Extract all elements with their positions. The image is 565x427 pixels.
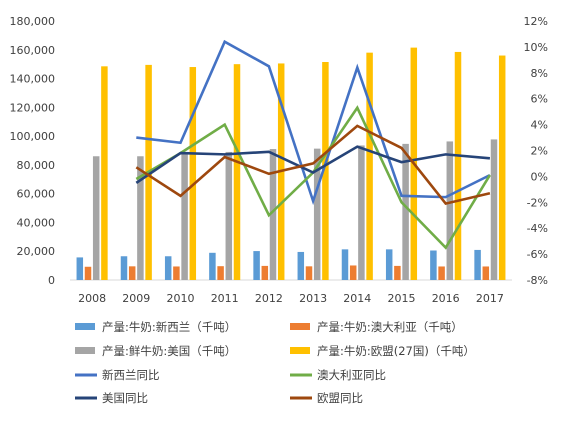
x-tick-label: 2016	[432, 292, 460, 305]
y-left-tick-label: 60,000	[17, 188, 56, 201]
x-tick-label: 2013	[299, 292, 327, 305]
x-tick-label: 2017	[476, 292, 504, 305]
y-left-tick-label: 160,000	[10, 44, 56, 57]
y-left-tick-label: 80,000	[17, 159, 56, 172]
legend-swatch	[290, 323, 310, 330]
y-right-tick-label: 10%	[524, 41, 548, 54]
y-left-tick-label: 20,000	[17, 245, 56, 258]
bar	[305, 266, 313, 280]
series-line	[136, 39, 491, 206]
line-series-group	[135, 39, 492, 250]
y-left-tick-label: 140,000	[10, 73, 56, 86]
y-right-tick-label: -4%	[527, 222, 548, 235]
legend-label: 美国同比	[102, 391, 148, 405]
bar	[101, 66, 108, 280]
bar	[217, 266, 224, 280]
bar	[76, 257, 84, 280]
series-line	[135, 105, 492, 250]
x-tick-label: 2008	[78, 292, 106, 305]
y-left-tick-label: 100,000	[10, 130, 56, 143]
bar	[269, 149, 277, 280]
bar	[402, 143, 409, 280]
bar	[261, 265, 269, 280]
y-right-tick-label: 0%	[531, 170, 548, 183]
legend-label: 产量:牛奶:澳大利亚（千吨）	[317, 320, 463, 334]
x-tick-label: 2014	[343, 292, 371, 305]
bar	[128, 266, 136, 280]
y-left-tick-label: 40,000	[17, 216, 56, 229]
legend-label: 产量:牛奶:欧盟(27国)（千吨）	[317, 344, 475, 358]
legend-swatch	[75, 323, 95, 330]
bar	[233, 64, 241, 281]
x-tick-label: 2011	[211, 292, 239, 305]
axes: 0 20,000 40,000 60,000 80,000 100,000 120,000 1…	[10, 15, 549, 305]
bar	[181, 154, 188, 280]
bar	[313, 148, 321, 280]
legend-swatch	[290, 347, 310, 354]
legend: 产量:牛奶:新西兰（千吨） 产量:牛奶:澳大利亚（千吨） 产量:鲜牛奶:美国（千吨）…	[75, 320, 475, 405]
bar	[438, 266, 445, 280]
series-line	[135, 145, 491, 184]
legend-label: 产量:鲜牛奶:美国（千吨）	[102, 344, 236, 358]
bar	[394, 265, 401, 280]
bar	[322, 62, 329, 281]
bar	[92, 156, 100, 280]
bar	[120, 256, 128, 280]
x-tick-label: 2009	[122, 292, 150, 305]
bar	[209, 252, 216, 280]
x-tick-label: 2015	[388, 292, 416, 305]
bar	[430, 250, 437, 280]
bar	[253, 251, 260, 280]
bar	[446, 141, 454, 280]
y-left-tick-label: 0	[48, 274, 55, 287]
y-left-tick-label: 120,000	[10, 101, 56, 114]
bar-series-group	[76, 47, 506, 281]
y-right-tick-label: -8%	[527, 274, 548, 287]
bar	[490, 139, 498, 280]
bar	[189, 67, 197, 281]
bar	[349, 265, 357, 280]
bar	[164, 256, 172, 280]
bar	[358, 145, 365, 280]
y-right-tick-label: 12%	[524, 15, 548, 28]
legend-label: 新西兰同比	[102, 368, 160, 382]
bar	[482, 266, 490, 280]
series-line	[135, 124, 491, 206]
x-tick-label: 2012	[255, 292, 283, 305]
y-right-tick-label: 8%	[531, 67, 548, 80]
bar	[366, 52, 373, 281]
y-right-tick-label: -6%	[527, 248, 548, 261]
bar	[137, 156, 144, 280]
legend-label: 澳大利亚同比	[317, 368, 386, 382]
bar	[474, 249, 481, 280]
x-tick-label: 2010	[167, 292, 195, 305]
y-right-tick-label: -2%	[527, 196, 548, 209]
bar	[173, 266, 180, 280]
legend-label: 欧盟同比	[317, 391, 363, 405]
legend-label: 产量:牛奶:新西兰（千吨）	[102, 320, 236, 334]
bar	[225, 151, 233, 280]
bar	[341, 249, 349, 280]
bar	[454, 51, 462, 280]
legend-swatch	[75, 347, 95, 354]
y-right-tick-label: 2%	[531, 145, 548, 158]
bar	[498, 55, 506, 281]
y-right-tick-label: 4%	[531, 119, 548, 132]
bar	[84, 266, 92, 280]
bar	[385, 249, 393, 280]
bar	[297, 251, 305, 280]
y-right-tick-label: 6%	[531, 93, 548, 106]
y-left-tick-label: 180,000	[10, 15, 56, 28]
